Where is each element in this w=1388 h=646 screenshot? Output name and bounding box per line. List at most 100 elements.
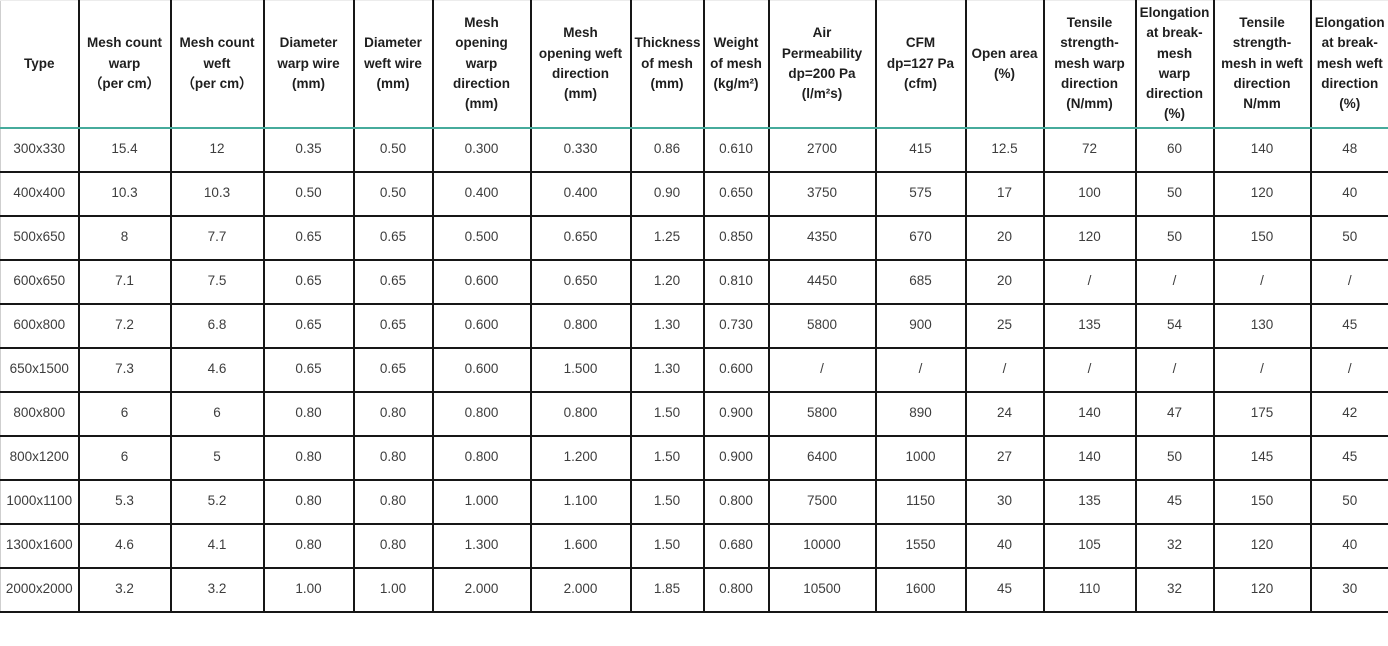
table-row: 300x330 15.4 12 0.35 0.50 0.300 0.330 0.86 0.610…: [0, 126, 1388, 173]
data-cell: 0.86: [629, 126, 705, 173]
data-cell: 50: [1309, 478, 1388, 525]
data-cell: 415: [874, 126, 967, 173]
table-row: 600x800 7.2 6.8 0.65 0.65 0.600 0.800 1.30 0.730…: [0, 302, 1388, 349]
data-cell: 0.80: [262, 522, 355, 569]
header-cell: Air Permeability dp=200 Pa (l/m²s): [767, 0, 877, 129]
table-row: 400x400 10.3 10.3 0.50 0.50 0.400 0.400 0.90 0.6…: [0, 170, 1388, 217]
header-cell: Thickness of mesh (mm): [629, 0, 705, 129]
data-cell: 1.50: [629, 434, 705, 481]
data-cell: 150: [1212, 214, 1312, 261]
type-cell: 600x800: [0, 302, 80, 349]
header-cell: CFM dp=127 Pa (cfm): [874, 0, 967, 129]
data-cell: 1.000: [431, 478, 532, 525]
data-cell: 3.2: [169, 566, 265, 613]
data-cell: 890: [874, 390, 967, 437]
data-cell: 0.65: [352, 258, 434, 305]
data-cell: 15.4: [77, 126, 172, 173]
spec-table: Type Mesh count warp （per cm） Mesh count w…: [0, 0, 1388, 613]
data-cell: 60: [1134, 126, 1215, 173]
data-cell: 20: [964, 258, 1045, 305]
data-cell: 42: [1309, 390, 1388, 437]
data-cell: 150: [1212, 478, 1312, 525]
data-cell: 5800: [767, 302, 877, 349]
data-cell: 50: [1134, 434, 1215, 481]
data-cell: 0.65: [352, 346, 434, 393]
data-cell: 48: [1309, 126, 1388, 173]
data-cell: 45: [1134, 478, 1215, 525]
data-cell: /: [1309, 258, 1388, 305]
data-cell: 10.3: [77, 170, 172, 217]
data-cell: 0.65: [262, 214, 355, 261]
data-cell: 900: [874, 302, 967, 349]
data-cell: 0.65: [352, 214, 434, 261]
data-cell: 0.650: [529, 214, 632, 261]
header-cell: Elongation at break- mesh weft direction…: [1309, 0, 1388, 129]
data-cell: 32: [1134, 522, 1215, 569]
data-cell: /: [767, 346, 877, 393]
type-cell: 1000x1100: [0, 478, 80, 525]
data-cell: 5.2: [169, 478, 265, 525]
data-cell: 1.85: [629, 566, 705, 613]
data-cell: 3.2: [77, 566, 172, 613]
data-cell: 130: [1212, 302, 1312, 349]
data-cell: 5800: [767, 390, 877, 437]
data-cell: 0.330: [529, 126, 632, 173]
data-cell: 30: [1309, 566, 1388, 613]
data-cell: 3750: [767, 170, 877, 217]
data-cell: /: [964, 346, 1045, 393]
data-cell: 50: [1134, 170, 1215, 217]
data-cell: 670: [874, 214, 967, 261]
data-cell: 0.900: [702, 390, 770, 437]
data-cell: 0.500: [431, 214, 532, 261]
data-cell: 0.65: [262, 302, 355, 349]
data-cell: /: [1042, 346, 1137, 393]
data-cell: 45: [1309, 434, 1388, 481]
header-cell: Mesh opening weft direction (mm): [529, 0, 632, 129]
data-cell: 0.680: [702, 522, 770, 569]
data-cell: /: [1309, 346, 1388, 393]
data-cell: 10000: [767, 522, 877, 569]
data-cell: 0.80: [262, 434, 355, 481]
data-cell: 1000: [874, 434, 967, 481]
data-cell: 7.2: [77, 302, 172, 349]
data-cell: 0.50: [352, 170, 434, 217]
data-cell: 1600: [874, 566, 967, 613]
data-cell: 0.800: [431, 390, 532, 437]
type-cell: 300x330: [0, 126, 80, 173]
type-cell: 2000x2000: [0, 566, 80, 613]
data-cell: 4450: [767, 258, 877, 305]
header-cell: Mesh opening warp direction (mm): [431, 0, 532, 129]
header-cell: Elongation at break- mesh warp direction…: [1134, 0, 1215, 129]
type-cell: 400x400: [0, 170, 80, 217]
data-cell: /: [1212, 346, 1312, 393]
data-cell: 0.400: [431, 170, 532, 217]
data-cell: 0.400: [529, 170, 632, 217]
data-cell: 2.000: [529, 566, 632, 613]
data-cell: 0.800: [702, 478, 770, 525]
data-cell: 0.600: [431, 346, 532, 393]
data-cell: 0.810: [702, 258, 770, 305]
data-cell: 0.80: [352, 478, 434, 525]
data-cell: /: [1134, 258, 1215, 305]
data-cell: 0.50: [262, 170, 355, 217]
data-cell: 575: [874, 170, 967, 217]
data-cell: 0.800: [529, 390, 632, 437]
data-cell: 1.300: [431, 522, 532, 569]
data-cell: 0.800: [431, 434, 532, 481]
data-cell: 5: [169, 434, 265, 481]
data-cell: 0.850: [702, 214, 770, 261]
data-cell: 1.100: [529, 478, 632, 525]
data-cell: 7.7: [169, 214, 265, 261]
data-cell: 140: [1042, 434, 1137, 481]
data-cell: 6.8: [169, 302, 265, 349]
data-cell: 0.65: [262, 258, 355, 305]
data-cell: 12: [169, 126, 265, 173]
table-row: 600x650 7.1 7.5 0.65 0.65 0.600 0.650 1.20 0.810…: [0, 258, 1388, 305]
table-header: Type Mesh count warp （per cm） Mesh count w…: [0, 0, 1388, 129]
data-cell: 120: [1212, 522, 1312, 569]
data-cell: 0.800: [702, 566, 770, 613]
table-row: 2000x2000 3.2 3.2 1.00 1.00 2.000 2.000 1.85 0.8…: [0, 566, 1388, 613]
data-cell: 12.5: [964, 126, 1045, 173]
data-cell: 0.800: [529, 302, 632, 349]
data-cell: 10500: [767, 566, 877, 613]
